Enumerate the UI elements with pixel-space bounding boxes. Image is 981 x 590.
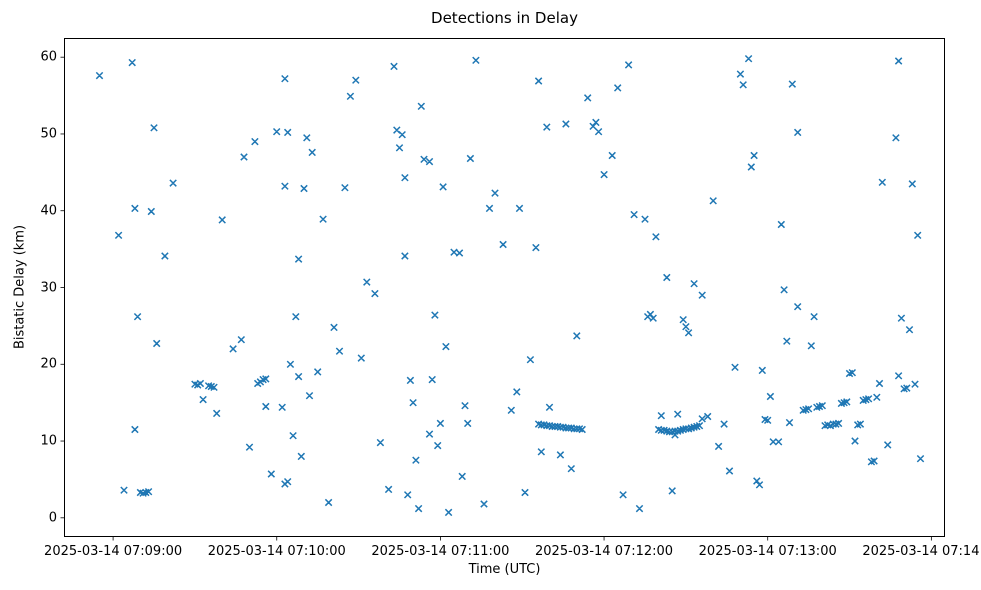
x-tick-label: 2025-03-14 07:09:00: [44, 544, 183, 559]
y-tick-label: 0: [48, 510, 57, 526]
x-tick-label: 2025-03-14 07:11:00: [371, 544, 510, 559]
plot-area: [60, 38, 945, 541]
y-tick-label: 30: [40, 280, 57, 295]
y-tick-label: 10: [40, 433, 57, 449]
y-tick-label: 40: [40, 203, 57, 219]
x-tick-label: 2025-03-14 07:13:00: [698, 544, 837, 559]
x-tick-label: 2025-03-14 07:12:00: [535, 544, 674, 559]
y-tick-label: 20: [40, 356, 57, 372]
y-tick-label: 50: [40, 126, 57, 142]
x-axis-label: Time (UTC): [468, 562, 541, 577]
chart-title: Detections in Delay: [431, 9, 578, 27]
axes-frame: [64, 38, 945, 537]
x-tick-label: 2025-03-14 07:14:00: [862, 544, 981, 559]
scatter-points: [95, 54, 925, 517]
x-tick-label: 2025-03-14 07:10:00: [207, 544, 346, 559]
y-tick-label: 60: [40, 49, 57, 65]
